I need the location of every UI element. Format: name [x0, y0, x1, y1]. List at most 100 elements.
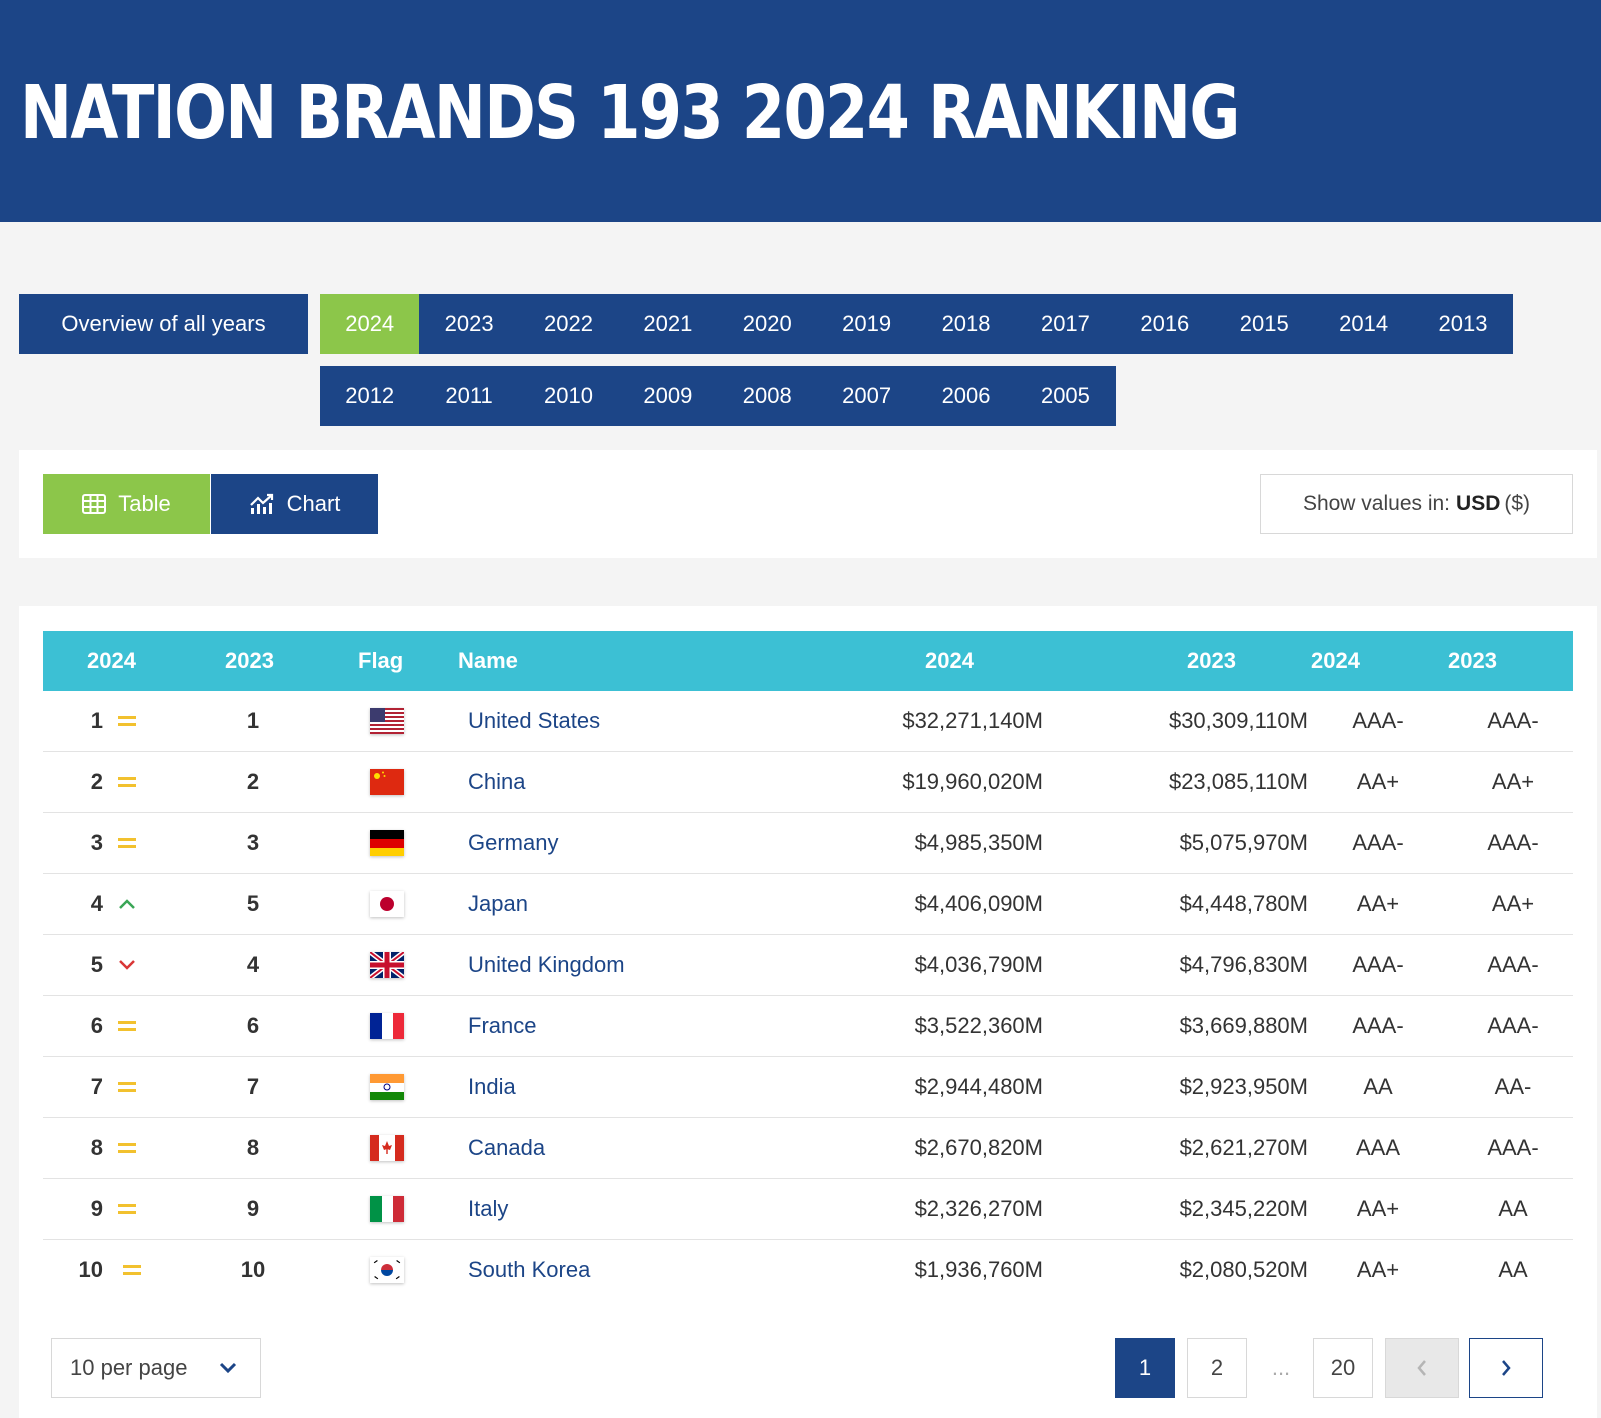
rating-2024: AAA- [1352, 830, 1404, 855]
rank-cell: 4 [43, 874, 153, 934]
flag-it-icon [370, 1196, 404, 1222]
ranking-table-card: 2024 2023 Flag Name 2024 2023 2024 2023 … [19, 606, 1597, 1418]
rating-2023: AA+ [1491, 769, 1535, 794]
view-toolbar: Table Chart Show values in: USD ($) [19, 450, 1597, 558]
rank-cell: 5 [43, 935, 153, 995]
chart-icon [249, 493, 273, 514]
flag-ca-icon [370, 1135, 404, 1161]
year-tab-2023[interactable]: 2023 [444, 311, 494, 336]
year-tab-2020[interactable]: 2020 [742, 311, 792, 336]
header-rank-2024[interactable]: 2024 [87, 648, 136, 673]
chevron-left-icon [1417, 1360, 1426, 1376]
country-name-link[interactable]: France [468, 1013, 537, 1038]
year-tab-2018[interactable]: 2018 [941, 311, 991, 336]
year-tab-2013[interactable]: 2013 [1438, 311, 1488, 336]
table-row[interactable]: 9 9 Italy $2,326,270M $2,345,220M AA+ AA [43, 1179, 1573, 1240]
per-page-select[interactable]: 10 per page [51, 1338, 261, 1398]
brand-value-2024: $1,936,760M [914, 1257, 1043, 1282]
currency-selector[interactable]: Show values in: USD ($) [1260, 474, 1573, 534]
rank-cell: 8 [43, 1118, 153, 1178]
country-name-link[interactable]: United States [468, 708, 601, 733]
rank-2023: 7 [246, 1074, 260, 1099]
year-tab-2011[interactable]: 2011 [445, 383, 493, 408]
year-tab-2015[interactable]: 2015 [1239, 311, 1289, 336]
year-tab-2019[interactable]: 2019 [842, 311, 892, 336]
flag-cn-icon [370, 769, 404, 795]
rank-2023: 4 [246, 952, 260, 977]
rank-2023: 3 [246, 830, 260, 855]
year-tab-2007[interactable]: 2007 [842, 383, 892, 408]
per-page-label: 10 per page [70, 1355, 188, 1380]
table-view-button[interactable]: Table [43, 474, 210, 534]
flag-gb-icon [370, 952, 404, 978]
rating-2023: AAA- [1487, 708, 1539, 733]
header-rating-2023[interactable]: 2023 [1448, 648, 1497, 673]
country-name-link[interactable]: China [468, 769, 526, 794]
brand-value-2023: $2,923,950M [1179, 1074, 1308, 1099]
next-page-button[interactable] [1469, 1338, 1543, 1398]
brand-value-2024: $19,960,020M [902, 769, 1043, 794]
header-rating-2024[interactable]: 2024 [1311, 648, 1360, 673]
brand-value-2023: $2,621,270M [1179, 1135, 1308, 1160]
previous-page-button[interactable] [1385, 1338, 1459, 1398]
rank-2024: 2 [90, 769, 103, 794]
brand-value-2024: $3,522,360M [914, 1013, 1043, 1038]
country-name-link[interactable]: Italy [468, 1196, 509, 1221]
country-name-link[interactable]: Canada [468, 1135, 546, 1160]
rating-2023: AAA- [1487, 1135, 1539, 1160]
table-header: 2024 2023 Flag Name 2024 2023 2024 2023 [43, 631, 1573, 691]
table-row[interactable]: 10 10 South Korea $1,936,760M $2,080,520M AA+… [43, 1240, 1573, 1301]
year-tab-2010[interactable]: 2010 [544, 383, 593, 408]
table-row[interactable]: 7 7 India $2,944,480M $2,923,950M AA AA- [43, 1057, 1573, 1118]
year-tab-2008[interactable]: 2008 [742, 383, 792, 408]
rating-2024: AA+ [1356, 891, 1400, 916]
rating-2024: AAA- [1352, 1013, 1404, 1038]
rank-2024: 4 [90, 891, 103, 916]
year-tab-2009[interactable]: 2009 [643, 383, 693, 408]
year-tab-2016[interactable]: 2016 [1140, 311, 1190, 336]
chart-view-button[interactable]: Chart [211, 474, 378, 534]
rating-2023: AAA- [1487, 830, 1539, 855]
brand-value-2023: $2,080,520M [1179, 1257, 1308, 1282]
table-row[interactable]: 4 5 Japan $4,406,090M $4,448,780M AA+ AA+ [43, 874, 1573, 935]
brand-value-2024: $2,326,270M [914, 1196, 1043, 1221]
country-name-link[interactable]: India [468, 1074, 516, 1099]
chevron-right-icon [1502, 1360, 1511, 1376]
year-tab-2021[interactable]: 2021 [643, 311, 693, 336]
trend-same-icon [118, 838, 136, 848]
page-1-button[interactable]: 1 [1115, 1338, 1175, 1398]
table-row[interactable]: 8 8 Canada $2,670,820M $2,621,270M AAA AAA- [43, 1118, 1573, 1179]
table-icon [82, 494, 107, 514]
header-rank-2023[interactable]: 2023 [225, 648, 274, 673]
table-view-label: Table [118, 491, 171, 516]
year-tab-2024[interactable]: 2024 [320, 294, 420, 354]
header-value-2023[interactable]: 2023 [1187, 648, 1236, 673]
page-20-button[interactable]: 20 [1313, 1338, 1373, 1398]
rating-2024: AA [1363, 1074, 1393, 1099]
year-tab-2017[interactable]: 2017 [1040, 311, 1090, 336]
country-name-link[interactable]: United Kingdom [468, 952, 625, 977]
country-name-link[interactable]: South Korea [468, 1257, 591, 1282]
trend-same-icon [118, 777, 136, 787]
year-tab-2006[interactable]: 2006 [941, 383, 991, 408]
country-name-link[interactable]: Germany [468, 830, 559, 855]
chart-view-label: Chart [286, 491, 341, 516]
table-row[interactable]: 1 1 United States $32,271,140M $30,309,110M A… [43, 691, 1573, 752]
table-row[interactable]: 6 6 France $3,522,360M $3,669,880M AAA- AAA- [43, 996, 1573, 1057]
year-tab-2005[interactable]: 2005 [1040, 383, 1090, 408]
header-name[interactable]: Name [458, 648, 518, 673]
table-row[interactable]: 5 4 United Kingdom $4,036,790M $4,796,830M AA… [43, 935, 1573, 996]
trend-up-icon [119, 899, 135, 909]
trend-same-icon [123, 1265, 141, 1275]
year-tab-2014[interactable]: 2014 [1339, 311, 1389, 336]
year-tab-2022[interactable]: 2022 [544, 311, 593, 336]
table-row[interactable]: 3 3 Germany $4,985,350M $5,075,970M AAA- AAA- [43, 813, 1573, 874]
overview-all-years-button[interactable]: Overview of all years [19, 294, 308, 354]
country-name-link[interactable]: Japan [468, 891, 528, 916]
header-value-2024[interactable]: 2024 [925, 648, 974, 673]
page-2-button[interactable]: 2 [1187, 1338, 1247, 1398]
rating-2023: AA- [1494, 1074, 1532, 1099]
table-row[interactable]: 2 2 China $19,960,020M $23,085,110M AA+ AA+ [43, 752, 1573, 813]
rating-2024: AAA- [1352, 952, 1404, 977]
year-tab-2012[interactable]: 2012 [345, 383, 395, 408]
